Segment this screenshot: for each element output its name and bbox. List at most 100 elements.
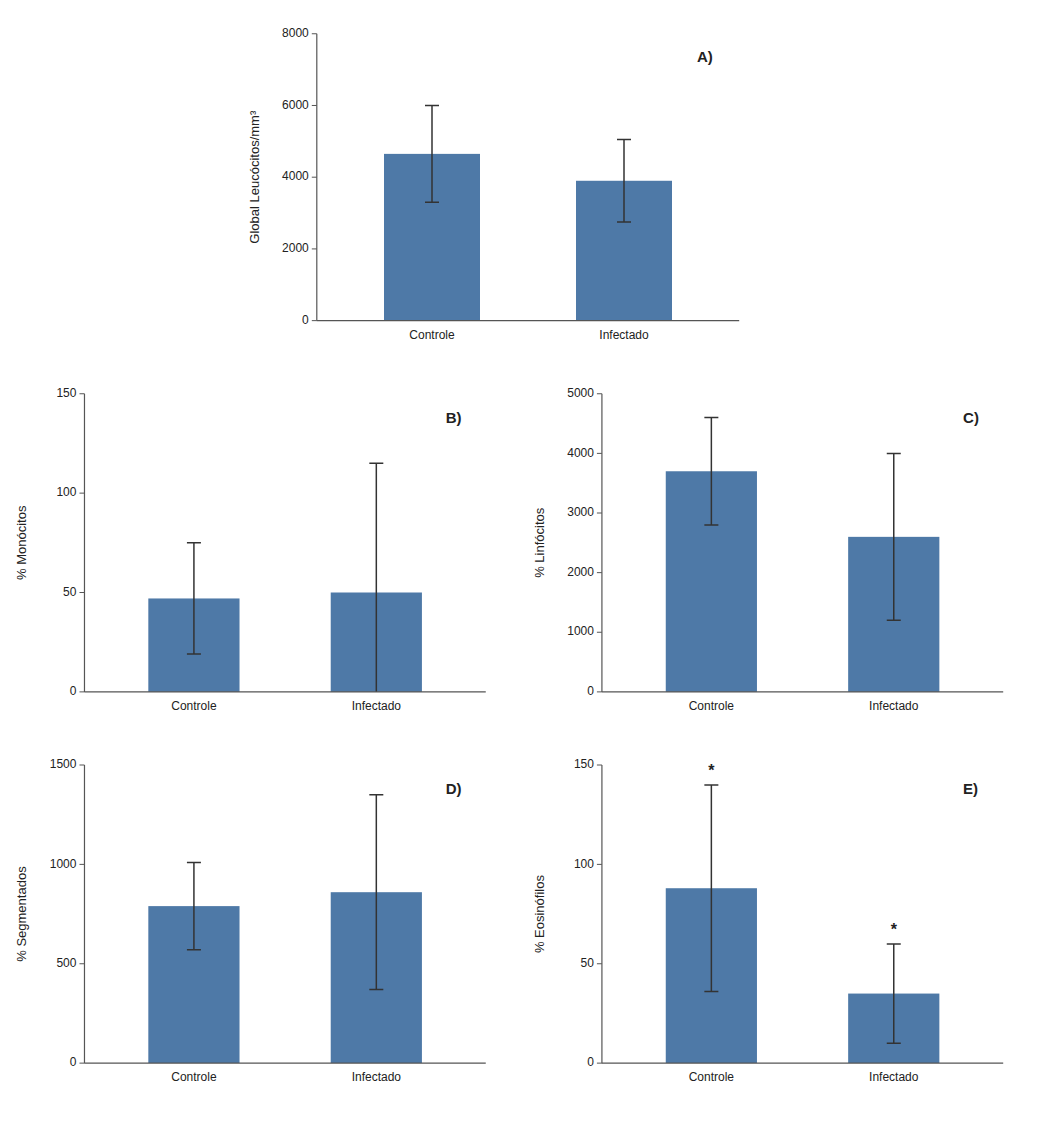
y-tick-label: 3000 — [567, 505, 594, 519]
error-cap — [187, 862, 201, 864]
panel: 010002000300040005000% LinfócitosControl… — [532, 386, 1003, 713]
y-tick — [79, 1063, 84, 1064]
y-tick — [79, 864, 84, 865]
y-tick — [312, 105, 317, 106]
error-line — [893, 453, 895, 620]
page: {"chart_data": [ {"type": "bar", "title"… — [0, 0, 1056, 1125]
y-tick-label: 150 — [574, 757, 594, 771]
y-axis — [601, 394, 602, 692]
y-axis — [84, 394, 85, 692]
error-cap — [187, 653, 201, 655]
y-axis — [84, 765, 85, 1063]
x-axis — [317, 320, 739, 321]
x-tick-label: Infectado — [352, 699, 402, 713]
y-tick — [79, 765, 84, 766]
error-bar — [617, 140, 631, 222]
y-tick-label: 50 — [63, 585, 77, 599]
panel-title: C) — [963, 409, 979, 426]
y-tick-label: 150 — [56, 386, 76, 400]
x-tick-label: Controle — [689, 1070, 735, 1084]
x-tick-label: Infectado — [599, 328, 649, 342]
y-tick — [79, 691, 84, 692]
y-tick-label: 500 — [56, 956, 76, 970]
y-tick — [79, 963, 84, 964]
y-axis — [316, 34, 317, 321]
y-tick — [597, 691, 602, 692]
error-line — [193, 543, 195, 654]
error-cap — [425, 202, 439, 204]
x-tick-label: Infectado — [869, 1070, 919, 1084]
panel: 050100150% MonócitosControleInfectadoB) — [14, 386, 485, 722]
y-tick-label: 0 — [302, 313, 309, 327]
y-axis — [601, 765, 602, 1063]
x-tick-label: Controle — [689, 699, 735, 713]
x-tick-label: Controle — [409, 328, 455, 342]
marks — [666, 785, 940, 1063]
y-tick — [597, 513, 602, 514]
panel-title: E) — [963, 780, 978, 797]
chart-root: 0 2000 4000 6000 8000 Global Leucócitos/mm³ Co… — [0, 0, 1056, 1125]
y-tick-label: 8000 — [282, 26, 309, 40]
error-cap — [369, 463, 383, 465]
y-tick — [312, 248, 317, 249]
x-tick-label: Controle — [171, 699, 217, 713]
y-tick — [312, 177, 317, 178]
error-line — [431, 105, 433, 202]
y-tick — [79, 393, 84, 394]
error-bar — [887, 944, 901, 1043]
error-cap — [187, 949, 201, 951]
x-tick-label: Infectado — [352, 1070, 402, 1084]
x-tick-label: Infectado — [869, 699, 919, 713]
panel-title: D) — [446, 780, 462, 797]
marks — [666, 418, 940, 692]
annotation: * — [708, 762, 715, 779]
y-tick — [597, 1063, 602, 1064]
error-bar — [704, 785, 718, 992]
error-cap — [887, 943, 901, 945]
y-axis-label: Global Leucócitos/mm³ — [247, 110, 262, 244]
error-bar — [425, 105, 439, 202]
y-tick-label: 0 — [70, 1055, 77, 1069]
y-tick-label: 4000 — [567, 446, 594, 460]
y-axis-label: % Monócitos — [14, 505, 29, 580]
y-tick — [79, 592, 84, 593]
x-tick-label: Controle — [171, 1070, 217, 1084]
y-tick-label: 5000 — [567, 386, 594, 400]
y-tick-label: 0 — [587, 1055, 594, 1069]
error-cap — [887, 620, 901, 622]
error-cap — [887, 453, 901, 455]
panel: 050100150% EosinófilosControleInfectado*… — [532, 757, 1003, 1084]
marks — [384, 105, 672, 320]
error-bar — [187, 862, 201, 949]
error-cap — [704, 524, 718, 526]
error-line — [711, 785, 713, 992]
x-axis — [602, 1063, 1003, 1064]
y-tick — [79, 493, 84, 494]
y-tick — [597, 765, 602, 766]
y-tick-label: 4000 — [282, 169, 309, 183]
y-tick-label: 100 — [574, 857, 594, 871]
error-line — [711, 418, 713, 525]
panel-title: A) — [697, 48, 713, 65]
y-tick-label: 2000 — [567, 565, 594, 579]
y-axis-label: % Segmentados — [14, 866, 29, 962]
error-cap — [617, 139, 631, 141]
y-tick-label: 2000 — [282, 241, 309, 255]
y-tick — [597, 393, 602, 394]
error-cap — [187, 542, 201, 544]
error-cap — [704, 784, 718, 786]
y-tick-label: 6000 — [282, 98, 309, 112]
error-cap — [369, 794, 383, 796]
panel: 050010001500% SegmentadosControleInfecta… — [14, 757, 485, 1084]
marks — [148, 795, 422, 1063]
error-bar — [187, 543, 201, 654]
background — [0, 0, 1056, 1125]
error-cap — [887, 1043, 901, 1045]
x-axis — [602, 691, 1003, 692]
annotation: * — [891, 921, 898, 938]
y-tick-label: 1000 — [567, 624, 594, 638]
y-axis-label: % Eosinófilos — [532, 875, 547, 954]
y-tick-label: 1500 — [50, 757, 77, 771]
error-bar — [887, 453, 901, 620]
error-cap — [704, 417, 718, 419]
